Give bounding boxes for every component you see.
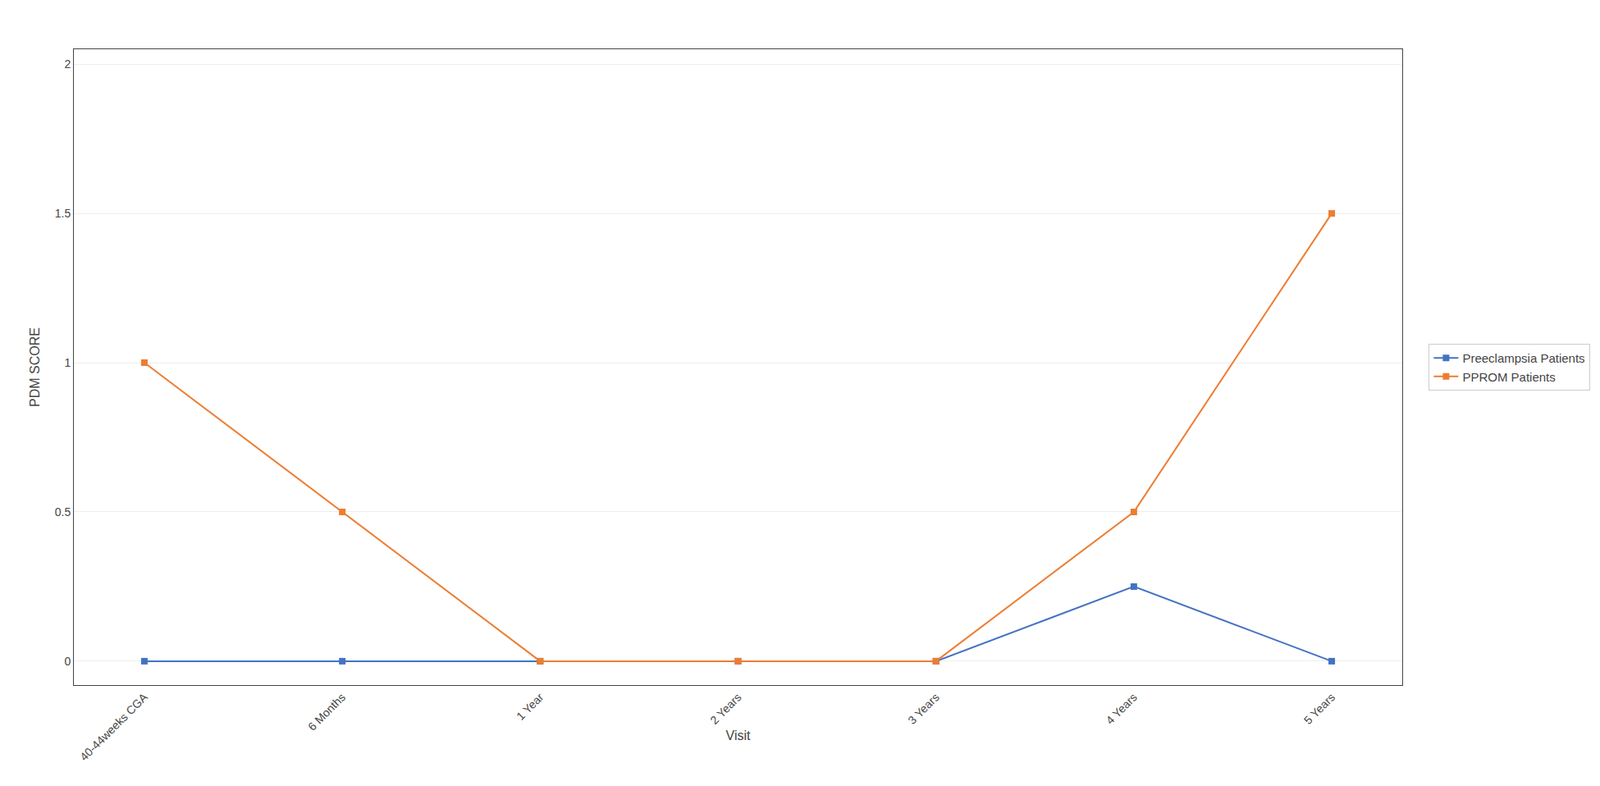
svg-text:1: 1 <box>64 356 71 370</box>
svg-text:PDM SCORE: PDM SCORE <box>27 327 42 407</box>
svg-text:Visit: Visit <box>726 728 751 743</box>
svg-text:40-44weeks CGA: 40-44weeks CGA <box>77 690 151 764</box>
svg-text:6 Months: 6 Months <box>305 690 348 734</box>
svg-text:4 Years: 4 Years <box>1103 690 1140 727</box>
svg-text:2 Years: 2 Years <box>707 690 744 727</box>
svg-text:5 Years: 5 Years <box>1301 690 1338 727</box>
svg-text:0: 0 <box>64 654 71 668</box>
svg-text:Preeclampsia Patients: Preeclampsia Patients <box>1462 351 1585 366</box>
svg-text:1.5: 1.5 <box>54 206 72 220</box>
svg-text:1 Year: 1 Year <box>513 690 547 723</box>
svg-text:PPROM Patients: PPROM Patients <box>1462 370 1555 384</box>
svg-text:3 Years: 3 Years <box>905 690 942 727</box>
svg-text:0.5: 0.5 <box>54 505 72 519</box>
svg-text:2: 2 <box>64 57 71 71</box>
